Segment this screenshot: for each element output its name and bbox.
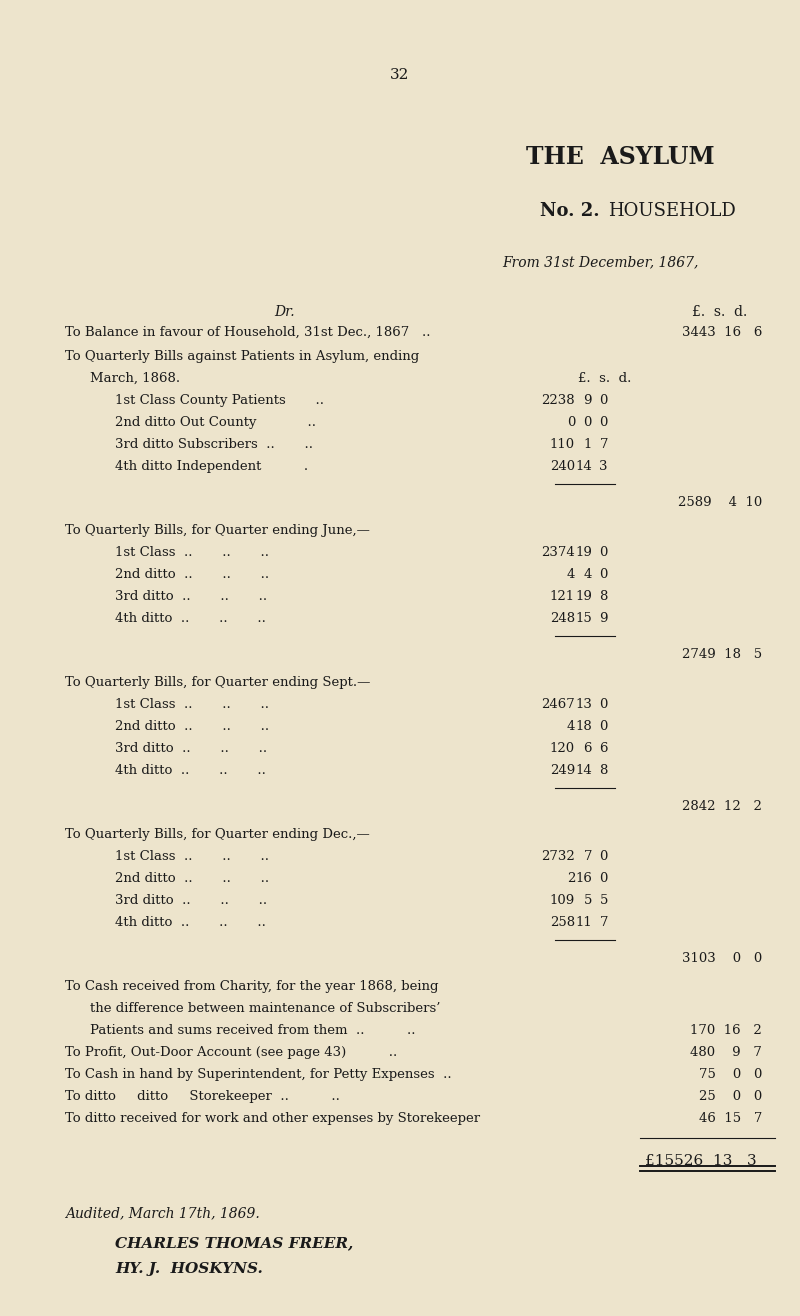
Text: 2467: 2467 (542, 697, 575, 711)
Text: To Cash in hand by Superintendent, for Petty Expenses  ..: To Cash in hand by Superintendent, for P… (65, 1069, 452, 1080)
Text: CHARLES THOMAS FREER,: CHARLES THOMAS FREER, (115, 1236, 354, 1250)
Text: 0: 0 (584, 416, 592, 429)
Text: 1st Class  ..       ..       ..: 1st Class .. .. .. (115, 697, 269, 711)
Text: 1st Class County Patients       ..: 1st Class County Patients .. (115, 393, 324, 407)
Text: 2238: 2238 (542, 393, 575, 407)
Text: 7: 7 (599, 438, 608, 451)
Text: 2589    4  10: 2589 4 10 (678, 496, 762, 509)
Text: 4: 4 (566, 569, 575, 580)
Text: March, 1868.: March, 1868. (90, 372, 180, 386)
Text: 0: 0 (600, 416, 608, 429)
Text: To ditto received for work and other expenses by Storekeeper: To ditto received for work and other exp… (65, 1112, 480, 1125)
Text: 46  15   7: 46 15 7 (698, 1112, 762, 1125)
Text: 2nd ditto Out County            ..: 2nd ditto Out County .. (115, 416, 316, 429)
Text: 121: 121 (550, 590, 575, 603)
Text: 9: 9 (599, 612, 608, 625)
Text: 9: 9 (583, 393, 592, 407)
Text: 7: 7 (583, 850, 592, 863)
Text: HOUSEHOLD: HOUSEHOLD (608, 201, 736, 220)
Text: 3103    0   0: 3103 0 0 (682, 951, 762, 965)
Text: 14: 14 (575, 765, 592, 776)
Text: To ditto     ditto     Storekeeper  ..          ..: To ditto ditto Storekeeper .. .. (65, 1090, 340, 1103)
Text: 0: 0 (600, 546, 608, 559)
Text: HY. J.  HOSKYNS.: HY. J. HOSKYNS. (115, 1262, 262, 1277)
Text: 25    0   0: 25 0 0 (698, 1090, 762, 1103)
Text: 32: 32 (390, 68, 410, 82)
Text: 3rd ditto  ..       ..       ..: 3rd ditto .. .. .. (115, 742, 267, 755)
Text: 2732: 2732 (542, 850, 575, 863)
Text: 19: 19 (575, 590, 592, 603)
Text: 110: 110 (550, 438, 575, 451)
Text: 240: 240 (550, 461, 575, 472)
Text: 0: 0 (600, 873, 608, 884)
Text: 3rd ditto  ..       ..       ..: 3rd ditto .. .. .. (115, 894, 267, 907)
Text: 6: 6 (583, 742, 592, 755)
Text: 1st Class  ..       ..       ..: 1st Class .. .. .. (115, 546, 269, 559)
Text: £.  s.  d.: £. s. d. (578, 372, 631, 386)
Text: 0: 0 (600, 850, 608, 863)
Text: 2nd ditto  ..       ..       ..: 2nd ditto .. .. .. (115, 873, 269, 884)
Text: 8: 8 (600, 590, 608, 603)
Text: 2: 2 (566, 873, 575, 884)
Text: 16: 16 (575, 873, 592, 884)
Text: £.  s.  d.: £. s. d. (692, 305, 748, 318)
Text: £15526  13   3: £15526 13 3 (646, 1154, 757, 1169)
Text: 4th ditto  ..       ..       ..: 4th ditto .. .. .. (115, 916, 266, 929)
Text: 3443  16   6: 3443 16 6 (682, 326, 762, 340)
Text: 2842  12   2: 2842 12 2 (682, 800, 762, 813)
Text: No. 2.: No. 2. (540, 201, 600, 220)
Text: 15: 15 (575, 612, 592, 625)
Text: 2749  18   5: 2749 18 5 (682, 647, 762, 661)
Text: THE  ASYLUM: THE ASYLUM (526, 145, 714, 168)
Text: 2nd ditto  ..       ..       ..: 2nd ditto .. .. .. (115, 720, 269, 733)
Text: To Cash received from Charity, for the year 1868, being: To Cash received from Charity, for the y… (65, 980, 438, 994)
Text: 0: 0 (600, 569, 608, 580)
Text: From 31st December, 1867,: From 31st December, 1867, (502, 255, 698, 268)
Text: 0: 0 (566, 416, 575, 429)
Text: the difference between maintenance of Subscribers’: the difference between maintenance of Su… (90, 1001, 441, 1015)
Text: 4th ditto  ..       ..       ..: 4th ditto .. .. .. (115, 765, 266, 776)
Text: 4: 4 (566, 720, 575, 733)
Text: To Quarterly Bills, for Quarter ending June,—: To Quarterly Bills, for Quarter ending J… (65, 524, 370, 537)
Text: To Quarterly Bills against Patients in Asylum, ending: To Quarterly Bills against Patients in A… (65, 350, 419, 363)
Text: 0: 0 (600, 697, 608, 711)
Text: Patients and sums received from them  ..          ..: Patients and sums received from them .. … (90, 1024, 415, 1037)
Text: 11: 11 (575, 916, 592, 929)
Text: Audited, March 17th, 1869.: Audited, March 17th, 1869. (65, 1205, 260, 1220)
Text: 0: 0 (600, 720, 608, 733)
Text: 1: 1 (584, 438, 592, 451)
Text: 248: 248 (550, 612, 575, 625)
Text: 4: 4 (584, 569, 592, 580)
Text: 5: 5 (584, 894, 592, 907)
Text: 2374: 2374 (542, 546, 575, 559)
Text: 249: 249 (550, 765, 575, 776)
Text: 7: 7 (599, 916, 608, 929)
Text: 120: 120 (550, 742, 575, 755)
Text: 109: 109 (550, 894, 575, 907)
Text: 3rd ditto Subscribers  ..       ..: 3rd ditto Subscribers .. .. (115, 438, 313, 451)
Text: 1st Class  ..       ..       ..: 1st Class .. .. .. (115, 850, 269, 863)
Text: 4th ditto Independent          .: 4th ditto Independent . (115, 461, 308, 472)
Text: To Balance in favour of Household, 31st Dec., 1867   ..: To Balance in favour of Household, 31st … (65, 326, 430, 340)
Text: 14: 14 (575, 461, 592, 472)
Text: 2nd ditto  ..       ..       ..: 2nd ditto .. .. .. (115, 569, 269, 580)
Text: 3: 3 (599, 461, 608, 472)
Text: To Profit, Out-Door Account (see page 43)          ..: To Profit, Out-Door Account (see page 43… (65, 1046, 398, 1059)
Text: 18: 18 (575, 720, 592, 733)
Text: 19: 19 (575, 546, 592, 559)
Text: 6: 6 (599, 742, 608, 755)
Text: 3rd ditto  ..       ..       ..: 3rd ditto .. .. .. (115, 590, 267, 603)
Text: 258: 258 (550, 916, 575, 929)
Text: 480    9   7: 480 9 7 (690, 1046, 762, 1059)
Text: 13: 13 (575, 697, 592, 711)
Text: 0: 0 (600, 393, 608, 407)
Text: 4th ditto  ..       ..       ..: 4th ditto .. .. .. (115, 612, 266, 625)
Text: To Quarterly Bills, for Quarter ending Dec.,—: To Quarterly Bills, for Quarter ending D… (65, 828, 370, 841)
Text: To Quarterly Bills, for Quarter ending Sept.—: To Quarterly Bills, for Quarter ending S… (65, 676, 370, 690)
Text: Dr.: Dr. (274, 305, 295, 318)
Text: 5: 5 (600, 894, 608, 907)
Text: 75    0   0: 75 0 0 (698, 1069, 762, 1080)
Text: 170  16   2: 170 16 2 (690, 1024, 762, 1037)
Text: 8: 8 (600, 765, 608, 776)
